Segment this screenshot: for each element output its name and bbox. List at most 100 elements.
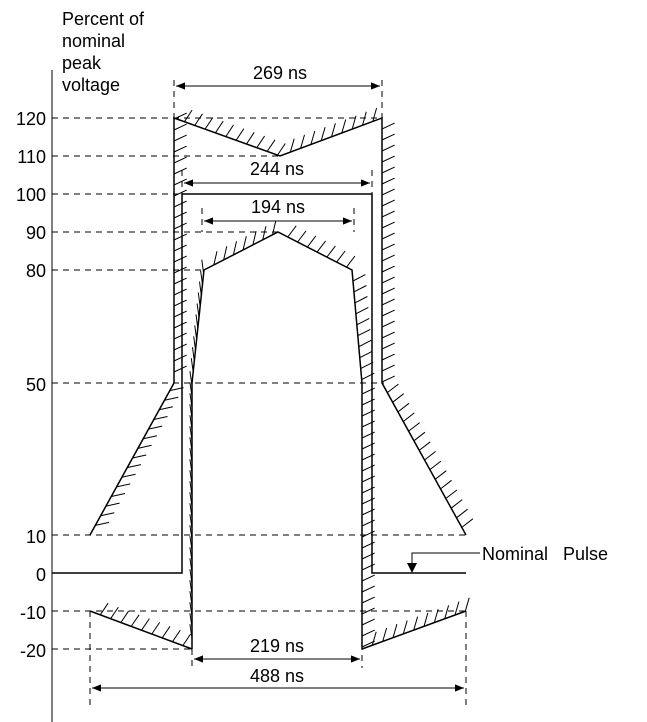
y-title-line-3: peak: [62, 53, 102, 73]
hatch-mark: [242, 236, 247, 251]
hatch-mark: [189, 591, 193, 606]
y-title-line-4: voltage: [62, 75, 120, 95]
hatch-mark: [433, 608, 439, 623]
hatch-mark: [173, 211, 187, 219]
hatch-mark: [196, 303, 200, 318]
hatch-mark: [381, 133, 395, 141]
hatch-mark: [190, 358, 194, 373]
hatch-mark: [392, 393, 405, 403]
hatch-mark: [169, 387, 184, 392]
hatch-mark: [434, 470, 447, 480]
hatch-mark: [110, 606, 119, 619]
dimension-488: 488 ns: [92, 666, 464, 692]
lower-mask-left-tail: [89, 610, 193, 650]
hatch-mark: [173, 310, 187, 318]
hatch-mark: [444, 605, 450, 619]
nominal-pulse: [52, 193, 466, 574]
hatch-mark: [151, 622, 161, 635]
hatch-mark: [173, 167, 187, 175]
hatch-mark: [354, 296, 368, 304]
hatch-mark: [341, 119, 347, 134]
hatch-mark: [277, 143, 286, 156]
hatch-mark: [189, 536, 193, 551]
hatch-mark: [361, 640, 375, 648]
hatch-mark: [189, 415, 193, 430]
y-title-line-1: Percent of: [62, 9, 145, 29]
hatch-mark: [381, 342, 395, 350]
hatch-mark: [464, 597, 470, 612]
hatch-mark: [381, 144, 395, 152]
hatch-mark: [164, 396, 179, 401]
hatch-mark: [173, 244, 187, 252]
hatch-mark: [189, 404, 193, 419]
hatch-mark: [195, 314, 199, 329]
y-tick-0: 0: [36, 565, 46, 585]
hatch-mark: [336, 250, 346, 263]
hatch-mark: [381, 320, 395, 328]
hatch-mark: [413, 616, 419, 631]
hatch-mark: [182, 633, 192, 646]
hatch-mark: [173, 200, 187, 208]
hatch-mark: [360, 361, 374, 370]
hatch-mark: [361, 453, 375, 461]
hatch-mark: [381, 199, 395, 207]
hatch-mark: [161, 626, 171, 639]
y-tick-labels: 120 110 100 90 80 50 10 0 -10 -20: [16, 109, 46, 661]
hatch-mark: [361, 372, 375, 381]
hatch-mark: [287, 225, 297, 238]
hatch-mark: [454, 601, 460, 616]
hatch-mark: [232, 241, 237, 256]
hatch-mark: [197, 292, 201, 307]
hatch-mark: [381, 155, 395, 163]
hatch-mark: [361, 464, 375, 472]
hatch-mark: [173, 332, 187, 340]
hatch-mark: [148, 425, 163, 430]
hatch-mark: [189, 492, 193, 507]
dimension-244: 244 ns: [184, 159, 370, 187]
hatch-mark: [173, 288, 187, 296]
hatch-mark: [361, 574, 375, 582]
hatch-mark: [331, 123, 336, 137]
hatch-mark: [361, 519, 375, 527]
hatch-mark: [361, 629, 375, 637]
hatch-mark: [189, 426, 193, 441]
dimension-194: 194 ns: [204, 197, 352, 225]
dimension-194-label: 194 ns: [251, 197, 305, 217]
hatch-mark: [418, 441, 431, 451]
dimension-219: 219 ns: [194, 636, 360, 663]
hatch-mark: [381, 177, 395, 185]
hatch-mark: [381, 166, 395, 174]
hatch-mark: [361, 497, 375, 505]
hatch-mark: [361, 486, 375, 494]
hatch-mark: [326, 245, 336, 258]
hatch-mark: [173, 277, 187, 285]
hatch-mark: [173, 112, 187, 120]
hatch-mark: [316, 240, 326, 253]
hatch-mark: [450, 499, 463, 509]
reference-lines: [52, 117, 466, 650]
hatch-mark: [361, 607, 375, 615]
hatch-mark: [381, 353, 395, 361]
hatch-mark: [204, 117, 214, 130]
hatch-mark: [200, 270, 203, 285]
nominal-pulse-label: Nominal Pulse: [482, 544, 608, 564]
hatch-mark: [402, 620, 408, 635]
y-tick-100: 100: [16, 185, 46, 205]
hatch-mark: [361, 596, 375, 604]
hatch-mark: [199, 281, 202, 296]
hatch-mark: [429, 460, 442, 470]
hatch-mark: [95, 521, 110, 526]
hatch-mark: [246, 132, 255, 145]
hatch-mark: [173, 222, 187, 230]
hatch-mark: [386, 383, 399, 393]
hatch-mark: [173, 156, 187, 164]
hatch-mark: [262, 226, 267, 241]
hatch-mark: [173, 321, 187, 329]
hatch-mark: [173, 255, 187, 263]
hatch-mark: [413, 431, 426, 442]
hatch-mark: [357, 328, 371, 337]
hatch-mark: [192, 347, 195, 362]
hatch-mark: [189, 371, 193, 386]
dimension-269-label: 269 ns: [253, 63, 307, 83]
